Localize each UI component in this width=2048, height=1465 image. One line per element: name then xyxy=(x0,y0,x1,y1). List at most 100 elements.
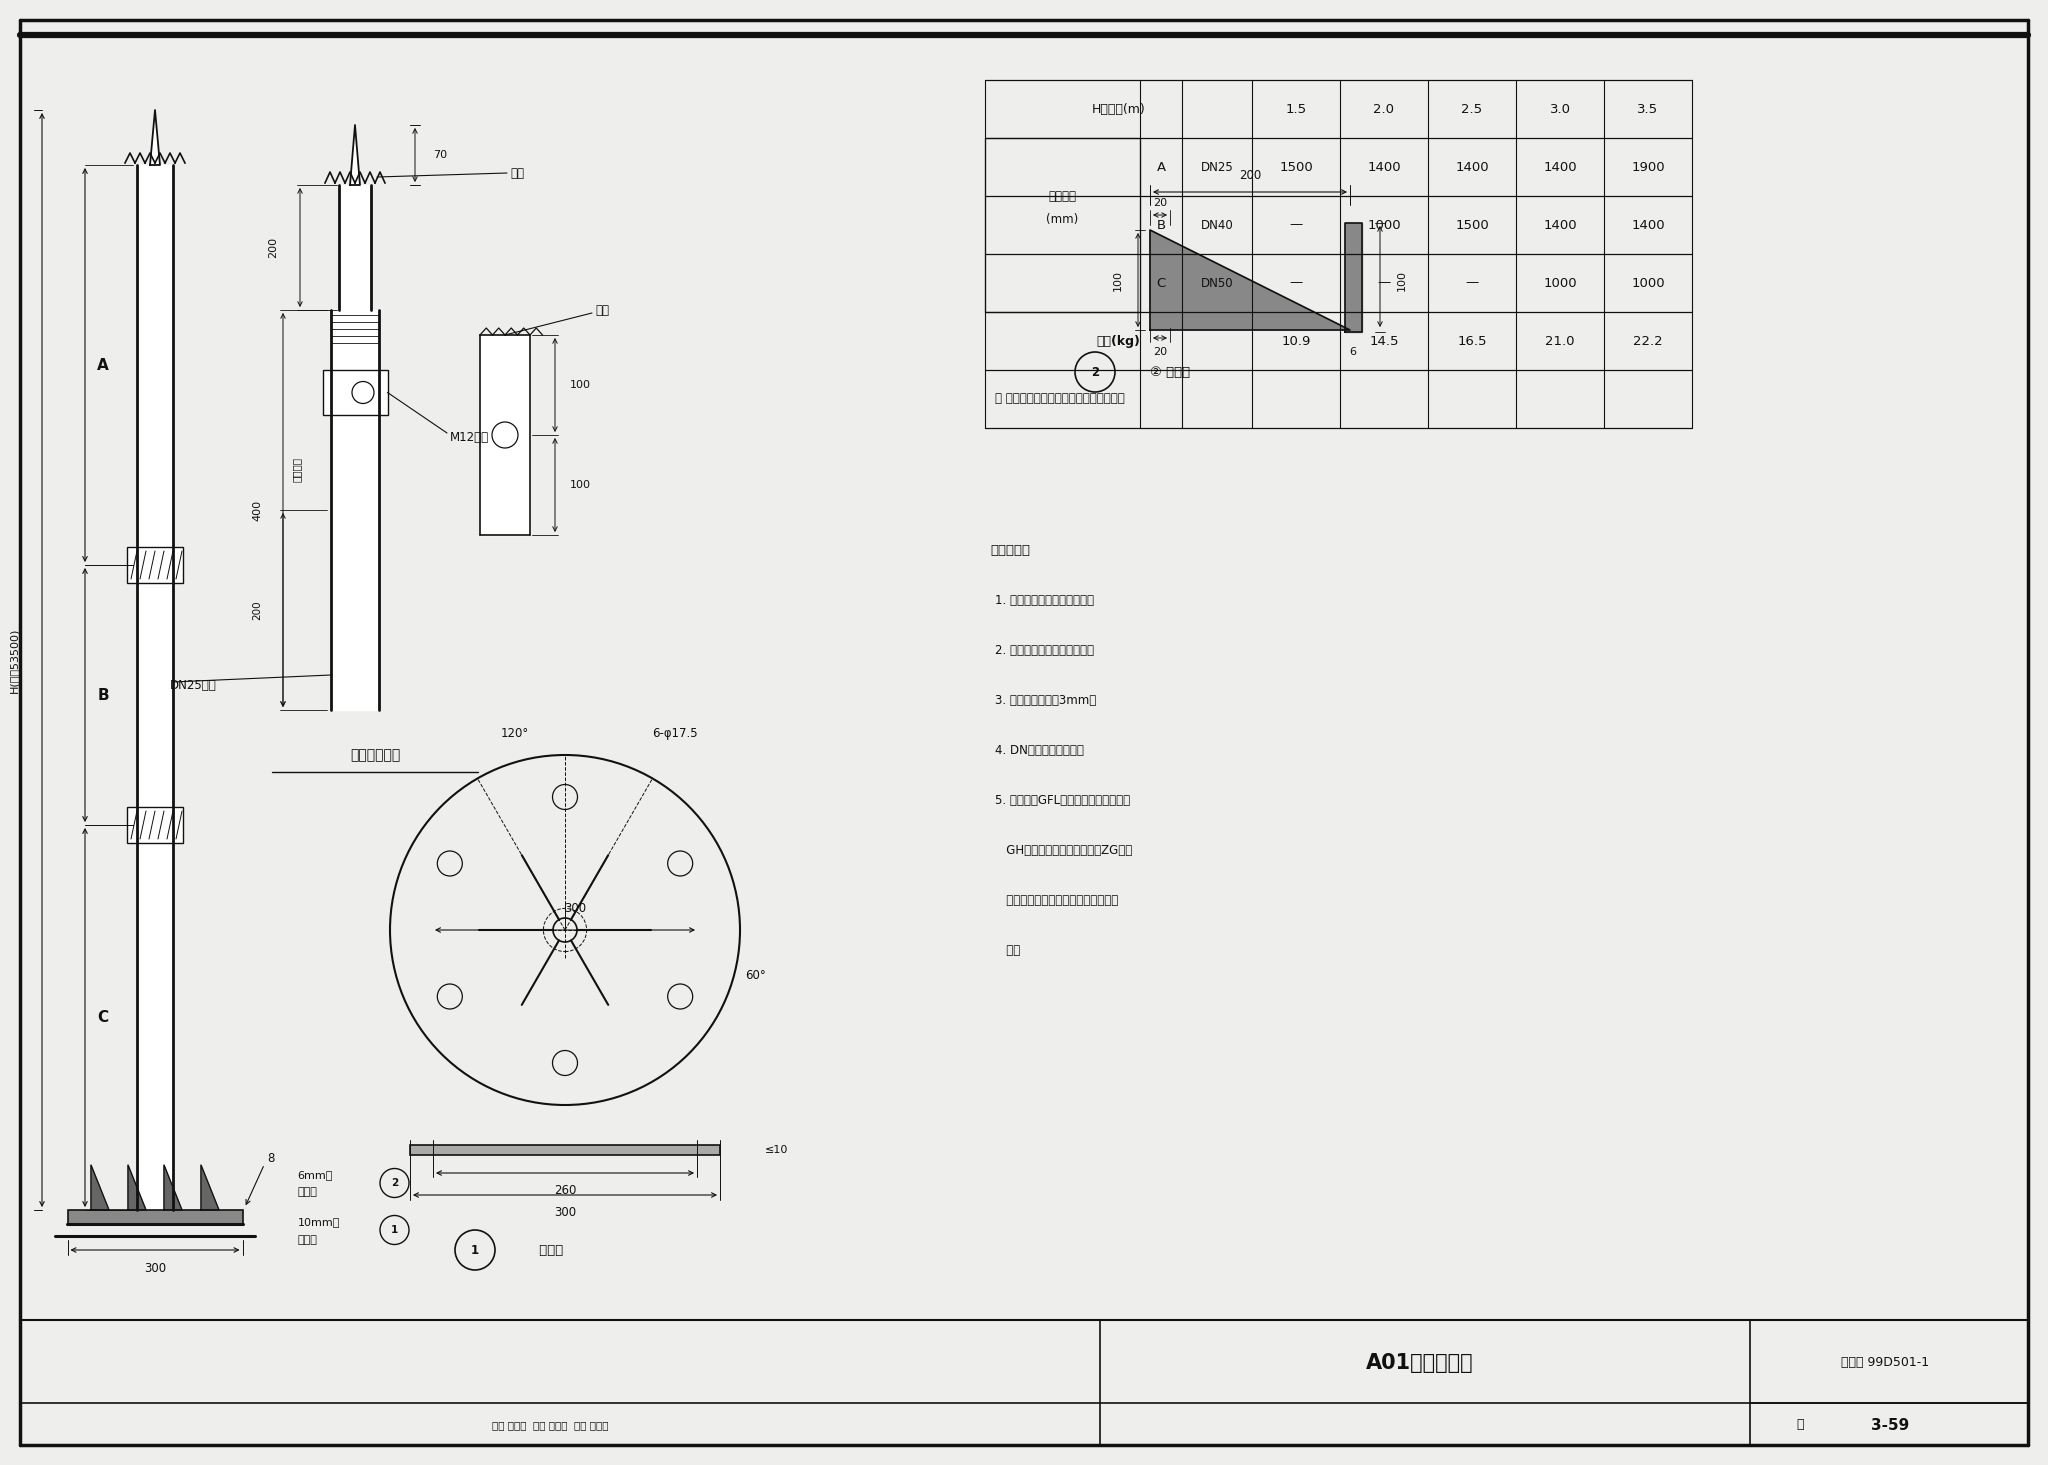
Text: 260: 260 xyxy=(553,1184,575,1197)
Text: 21.0: 21.0 xyxy=(1546,334,1575,347)
Polygon shape xyxy=(479,335,530,535)
Text: 100: 100 xyxy=(1112,270,1122,290)
Text: 2.5: 2.5 xyxy=(1462,103,1483,116)
Text: 此段模样: 此段模样 xyxy=(293,457,301,482)
Text: —: — xyxy=(1466,277,1479,290)
Polygon shape xyxy=(340,185,371,311)
Text: DN40: DN40 xyxy=(1200,218,1233,231)
Text: 针尖连接方法: 针尖连接方法 xyxy=(350,749,399,762)
Text: 8: 8 xyxy=(266,1151,274,1165)
Text: ② 加劲肋: ② 加劲肋 xyxy=(1151,365,1190,378)
Text: —: — xyxy=(1378,277,1391,290)
Text: 5. 本图适用GFL系列锂结构避雷针塔、: 5. 本图适用GFL系列锂结构避雷针塔、 xyxy=(995,794,1130,807)
Text: 加劲肋: 加劲肋 xyxy=(297,1187,317,1197)
Polygon shape xyxy=(350,125,360,185)
Text: A: A xyxy=(96,357,109,372)
Text: —: — xyxy=(1290,218,1303,231)
Text: 3.5: 3.5 xyxy=(1638,103,1659,116)
Text: 400: 400 xyxy=(252,500,262,520)
Text: 1.5: 1.5 xyxy=(1286,103,1307,116)
Text: H杆全高(m): H杆全高(m) xyxy=(1092,103,1145,116)
Text: DN25锂管: DN25锂管 xyxy=(170,678,217,691)
Text: 60°: 60° xyxy=(745,968,766,982)
Text: (mm): (mm) xyxy=(1047,214,1079,227)
Bar xyxy=(127,546,182,583)
Text: 1000: 1000 xyxy=(1544,277,1577,290)
Text: ＊ 重量为包括底板及加劲肋在内的总重。: ＊ 重量为包括底板及加劲肋在内的总重。 xyxy=(995,391,1124,404)
Text: 22.2: 22.2 xyxy=(1632,334,1663,347)
Polygon shape xyxy=(332,311,379,711)
Text: 2: 2 xyxy=(391,1178,397,1188)
Text: 锂筋混凝土环形杆避雷针的针尖体部: 锂筋混凝土环形杆避雷针的针尖体部 xyxy=(995,894,1118,907)
Text: 300: 300 xyxy=(553,1206,575,1219)
Text: 300: 300 xyxy=(563,901,586,914)
Text: 1. 避雷针体及螺栓要求镀锌。: 1. 避雷针体及螺栓要求镀锌。 xyxy=(995,593,1094,607)
Text: B: B xyxy=(96,687,109,703)
Text: C: C xyxy=(98,1009,109,1026)
Text: 100: 100 xyxy=(569,481,590,489)
Text: 1500: 1500 xyxy=(1456,218,1489,231)
Polygon shape xyxy=(129,1165,145,1210)
Text: 2: 2 xyxy=(1092,365,1100,378)
Polygon shape xyxy=(90,1165,109,1210)
Text: 1000: 1000 xyxy=(1368,218,1401,231)
Text: 1: 1 xyxy=(391,1225,397,1235)
Text: C: C xyxy=(1157,277,1165,290)
Text: 20: 20 xyxy=(1153,198,1167,208)
Text: 各节尺寸: 各节尺寸 xyxy=(1049,189,1077,202)
Text: 1500: 1500 xyxy=(1280,161,1313,173)
Text: 图集号 99D501-1: 图集号 99D501-1 xyxy=(1841,1357,1929,1370)
Text: 电焊: 电焊 xyxy=(596,303,608,316)
Bar xyxy=(127,807,182,842)
Polygon shape xyxy=(1151,230,1350,330)
Text: 焊接: 焊接 xyxy=(510,167,524,180)
Text: DN25: DN25 xyxy=(1200,161,1233,173)
Text: 3. 锂管壁厕不小于3mm。: 3. 锂管壁厕不小于3mm。 xyxy=(995,693,1096,706)
Bar xyxy=(985,141,1139,309)
Text: 1400: 1400 xyxy=(1630,218,1665,231)
Polygon shape xyxy=(1346,223,1362,333)
Text: 1400: 1400 xyxy=(1544,161,1577,173)
Text: 2. 地脚螺栓要求安装双螺母。: 2. 地脚螺栓要求安装双螺母。 xyxy=(995,643,1094,656)
Text: B: B xyxy=(1157,218,1165,231)
Text: 法兰盘: 法兰盘 xyxy=(535,1244,563,1257)
Text: 120°: 120° xyxy=(502,727,528,740)
Text: DN50: DN50 xyxy=(1200,277,1233,290)
Text: 1400: 1400 xyxy=(1456,161,1489,173)
Text: M12螺栓: M12螺栓 xyxy=(451,431,489,444)
Text: A: A xyxy=(1157,161,1165,173)
Text: 2.0: 2.0 xyxy=(1374,103,1395,116)
Text: 重量(kg): 重量(kg) xyxy=(1096,334,1141,347)
Polygon shape xyxy=(150,110,160,166)
Text: 1: 1 xyxy=(471,1244,479,1257)
Polygon shape xyxy=(164,1165,182,1210)
Text: 法兰盘: 法兰盘 xyxy=(297,1235,317,1245)
Text: 16.5: 16.5 xyxy=(1458,334,1487,347)
Polygon shape xyxy=(201,1165,219,1210)
Text: 3.0: 3.0 xyxy=(1550,103,1571,116)
Text: 10.9: 10.9 xyxy=(1282,334,1311,347)
Text: 100: 100 xyxy=(1397,270,1407,290)
Bar xyxy=(68,1210,242,1223)
Text: GH系列环形锂管杆避雷针，ZG系列: GH系列环形锂管杆避雷针，ZG系列 xyxy=(995,844,1133,857)
Text: A01针尖制作图: A01针尖制作图 xyxy=(1366,1354,1475,1373)
Bar xyxy=(322,371,387,415)
Text: 6-φ17.5: 6-φ17.5 xyxy=(651,727,698,740)
Text: 300: 300 xyxy=(143,1261,166,1275)
Text: 14.5: 14.5 xyxy=(1370,334,1399,347)
Text: 1900: 1900 xyxy=(1630,161,1665,173)
Text: 分。: 分。 xyxy=(995,943,1020,957)
Text: 200: 200 xyxy=(252,601,262,620)
Bar xyxy=(410,1146,721,1154)
Text: 1400: 1400 xyxy=(1544,218,1577,231)
Text: 安装方法：: 安装方法： xyxy=(989,544,1030,557)
Text: 20: 20 xyxy=(1153,347,1167,357)
Text: 1400: 1400 xyxy=(1368,161,1401,173)
Text: 200: 200 xyxy=(1239,168,1262,182)
Text: —: — xyxy=(1290,277,1303,290)
Text: H(最大53500): H(最大53500) xyxy=(8,627,18,693)
Text: 审核 拟初收  校对 分答号  设计 雪祥安: 审核 拟初收 校对 分答号 设计 雪祥安 xyxy=(492,1420,608,1430)
Text: 100: 100 xyxy=(569,379,590,390)
Polygon shape xyxy=(137,166,172,1210)
Text: 4. DN为锂管公称直径。: 4. DN为锂管公称直径。 xyxy=(995,744,1083,756)
